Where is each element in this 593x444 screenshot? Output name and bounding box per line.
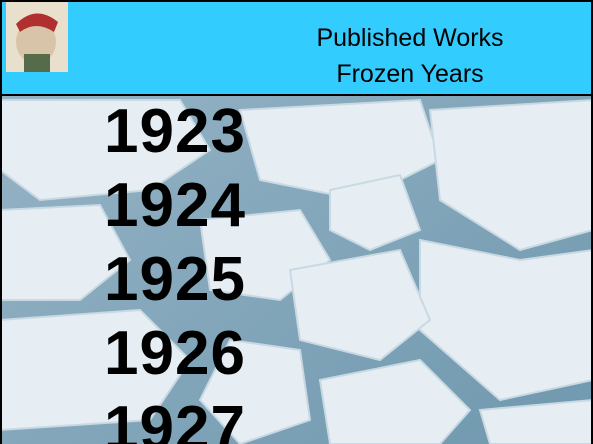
title-line: Published Works [232,20,588,56]
year-text: 1923 [104,101,246,163]
year-text: 1926 [104,323,246,385]
year-text: 1927 [104,398,246,444]
logo-icon [6,2,68,72]
year-text: 1925 [104,249,246,311]
frame-border [0,94,2,444]
title-line: Frozen Years [232,56,588,92]
slide: Published Works Frozen Years 1923 1924 1… [0,0,593,444]
header-title: Published Works Frozen Years [232,20,588,92]
year-text: 1924 [104,175,246,237]
header-bar: Published Works Frozen Years [0,0,593,96]
